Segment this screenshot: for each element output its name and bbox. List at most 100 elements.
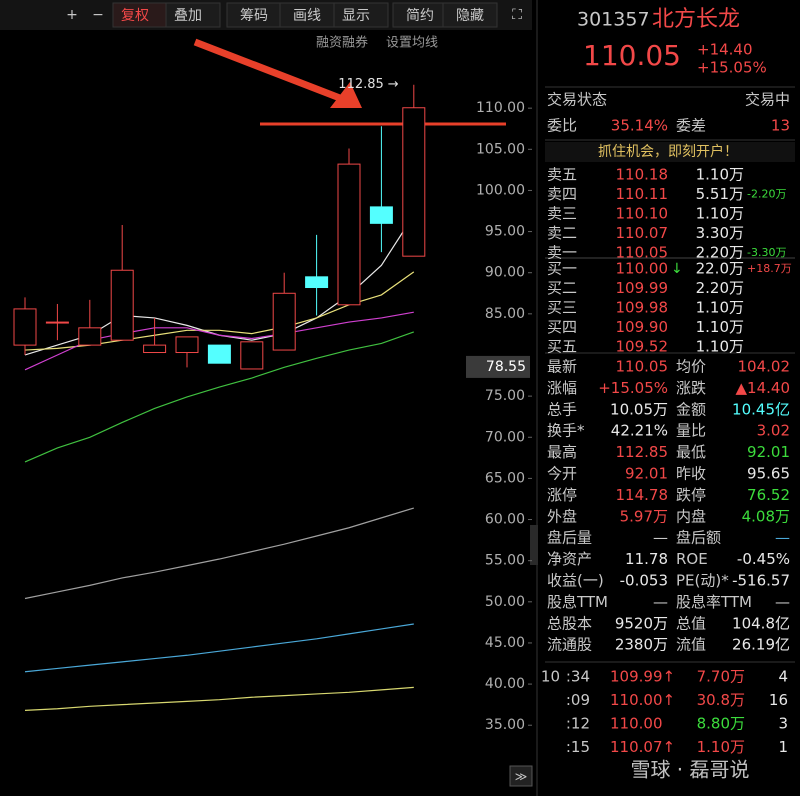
watermark: 雪球 · 磊哥说 [630, 758, 749, 782]
stat-value: — [653, 529, 668, 547]
stat-label: 股息率TTM [676, 593, 752, 611]
toolbar-button[interactable]: 显示 [342, 8, 370, 24]
stat-label: PE(动)* [676, 572, 729, 590]
toolbar-button[interactable]: 简约 [406, 7, 434, 24]
banner-bg[interactable] [545, 142, 795, 162]
stat-label: 金额 [676, 400, 706, 418]
moving-average [24, 686, 414, 712]
book-price: 110.10 [616, 205, 669, 223]
tick-price: 110.00 [610, 715, 663, 733]
stat-label: 涨幅 [547, 379, 577, 397]
stat-value: 110.05 [616, 358, 669, 376]
y-tick-label: 110.00 [476, 100, 525, 116]
y-tick-label: 75.00 [485, 388, 525, 404]
stat-label: 盘后额 [676, 529, 721, 547]
stat-value: -0.053 [620, 572, 668, 590]
fullscreen[interactable]: ⛶ [512, 7, 522, 23]
tick-count: 16 [769, 691, 788, 709]
candle-body [175, 336, 199, 354]
tick-volume: 1.10万 [697, 738, 745, 756]
stat-label: 总手 [547, 400, 577, 418]
toolbar-button-bg[interactable] [165, 2, 221, 28]
tick-count: 4 [778, 668, 788, 686]
y-tick-label: 105.00 [476, 141, 525, 157]
toolbar-button[interactable]: 画线 [293, 8, 321, 24]
tick-price: 110.00↑ [610, 691, 675, 709]
stat-label: 股息TTM [547, 593, 608, 611]
tick-price: 109.99↑ [610, 668, 675, 686]
toolbar-button-bg[interactable] [333, 2, 389, 28]
candle-body [369, 206, 393, 224]
stat-value: -0.45% [737, 550, 790, 568]
toolbar-link[interactable]: 设置均线 [386, 36, 438, 51]
stat-label: 跌停 [676, 486, 706, 504]
scroll-icon: ≫ [515, 770, 528, 784]
book-volume: 5.51万 [696, 185, 744, 203]
label: 委比 [547, 117, 577, 135]
book-volume: 1.10万 [696, 205, 744, 223]
stat-label: 换手* [547, 422, 585, 440]
book-label: 卖四 [547, 185, 577, 203]
book-volume: 2.20万 [696, 244, 744, 262]
book-label: 买三 [547, 299, 577, 317]
stat-value: 9520万 [615, 614, 668, 632]
y-tick-label: 45.00 [485, 635, 525, 651]
book-volume: 3.30万 [696, 224, 744, 242]
stat-value: 76.52 [747, 486, 790, 504]
candle-body [402, 107, 426, 257]
stat-value: 2380万 [615, 636, 668, 654]
stat-label: 净资产 [547, 550, 592, 568]
toolbar-button[interactable]: 叠加 [174, 8, 202, 24]
stat-label: 最低 [676, 443, 706, 461]
stat-value: 95.65 [747, 465, 790, 483]
cursor-box [466, 355, 530, 378]
zoom-in[interactable]: + [66, 7, 78, 23]
book-price: 110.00 [616, 260, 669, 278]
book-price: 109.98 [616, 299, 669, 317]
book-volume: 1.10万 [696, 166, 744, 184]
book-label: 卖五 [547, 166, 577, 184]
toolbar-button[interactable]: 筹码 [240, 7, 268, 24]
candle-body [337, 163, 361, 306]
y-tick-label: 70.00 [485, 429, 525, 445]
stat-value: -516.57 [732, 572, 790, 590]
scroll-button[interactable] [509, 765, 533, 787]
tick-time: :12 [566, 715, 590, 733]
book-volume: 1.10万 [696, 338, 744, 356]
moving-average [24, 331, 415, 463]
tick-count: 3 [778, 715, 788, 733]
toolbar-button[interactable]: 隐藏 [456, 8, 484, 24]
stat-label: 收益(一) [547, 572, 604, 590]
book-volume: 22.0万 [696, 260, 744, 278]
high-arrow: → [388, 77, 399, 92]
candle-body [207, 344, 231, 364]
stat-value: — [653, 593, 668, 611]
toolbar-link[interactable]: 融资融券 [316, 35, 368, 51]
banner[interactable]: 抓住机会，即刻开户！ [598, 143, 738, 160]
y-tick-label: 90.00 [485, 265, 525, 281]
label: 交易状态 [547, 91, 607, 109]
candle-body [272, 292, 296, 351]
book-label: 买一 [547, 260, 577, 278]
y-tick-label: 85.00 [485, 306, 525, 322]
stat-label: 总值 [676, 614, 706, 632]
stat-label: 昨收 [676, 465, 706, 483]
zoom-out[interactable]: − [92, 7, 104, 23]
stat-value: — [775, 593, 790, 611]
y-tick-label: 95.00 [485, 224, 525, 240]
stat-value: 10.45亿 [732, 400, 790, 418]
bid-arrow: ↓ [671, 261, 683, 277]
candle-body [143, 344, 167, 354]
toolbar-button-bg[interactable] [392, 2, 448, 28]
stat-value: 92.01 [625, 465, 668, 483]
stat-value: 5.97万 [620, 507, 668, 525]
book-delta: -3.30万 [747, 246, 786, 259]
stat-label: 盘后量 [547, 529, 592, 547]
collapse-tab[interactable] [530, 525, 538, 565]
stat-label: 涨停 [547, 486, 577, 504]
toolbar-button[interactable]: 复权 [121, 7, 149, 24]
stat-value: 42.21% [611, 422, 668, 440]
stat-value: 92.01 [747, 443, 790, 461]
annotation-arrow [193, 38, 347, 104]
toolbar-button-bg[interactable] [442, 2, 498, 28]
